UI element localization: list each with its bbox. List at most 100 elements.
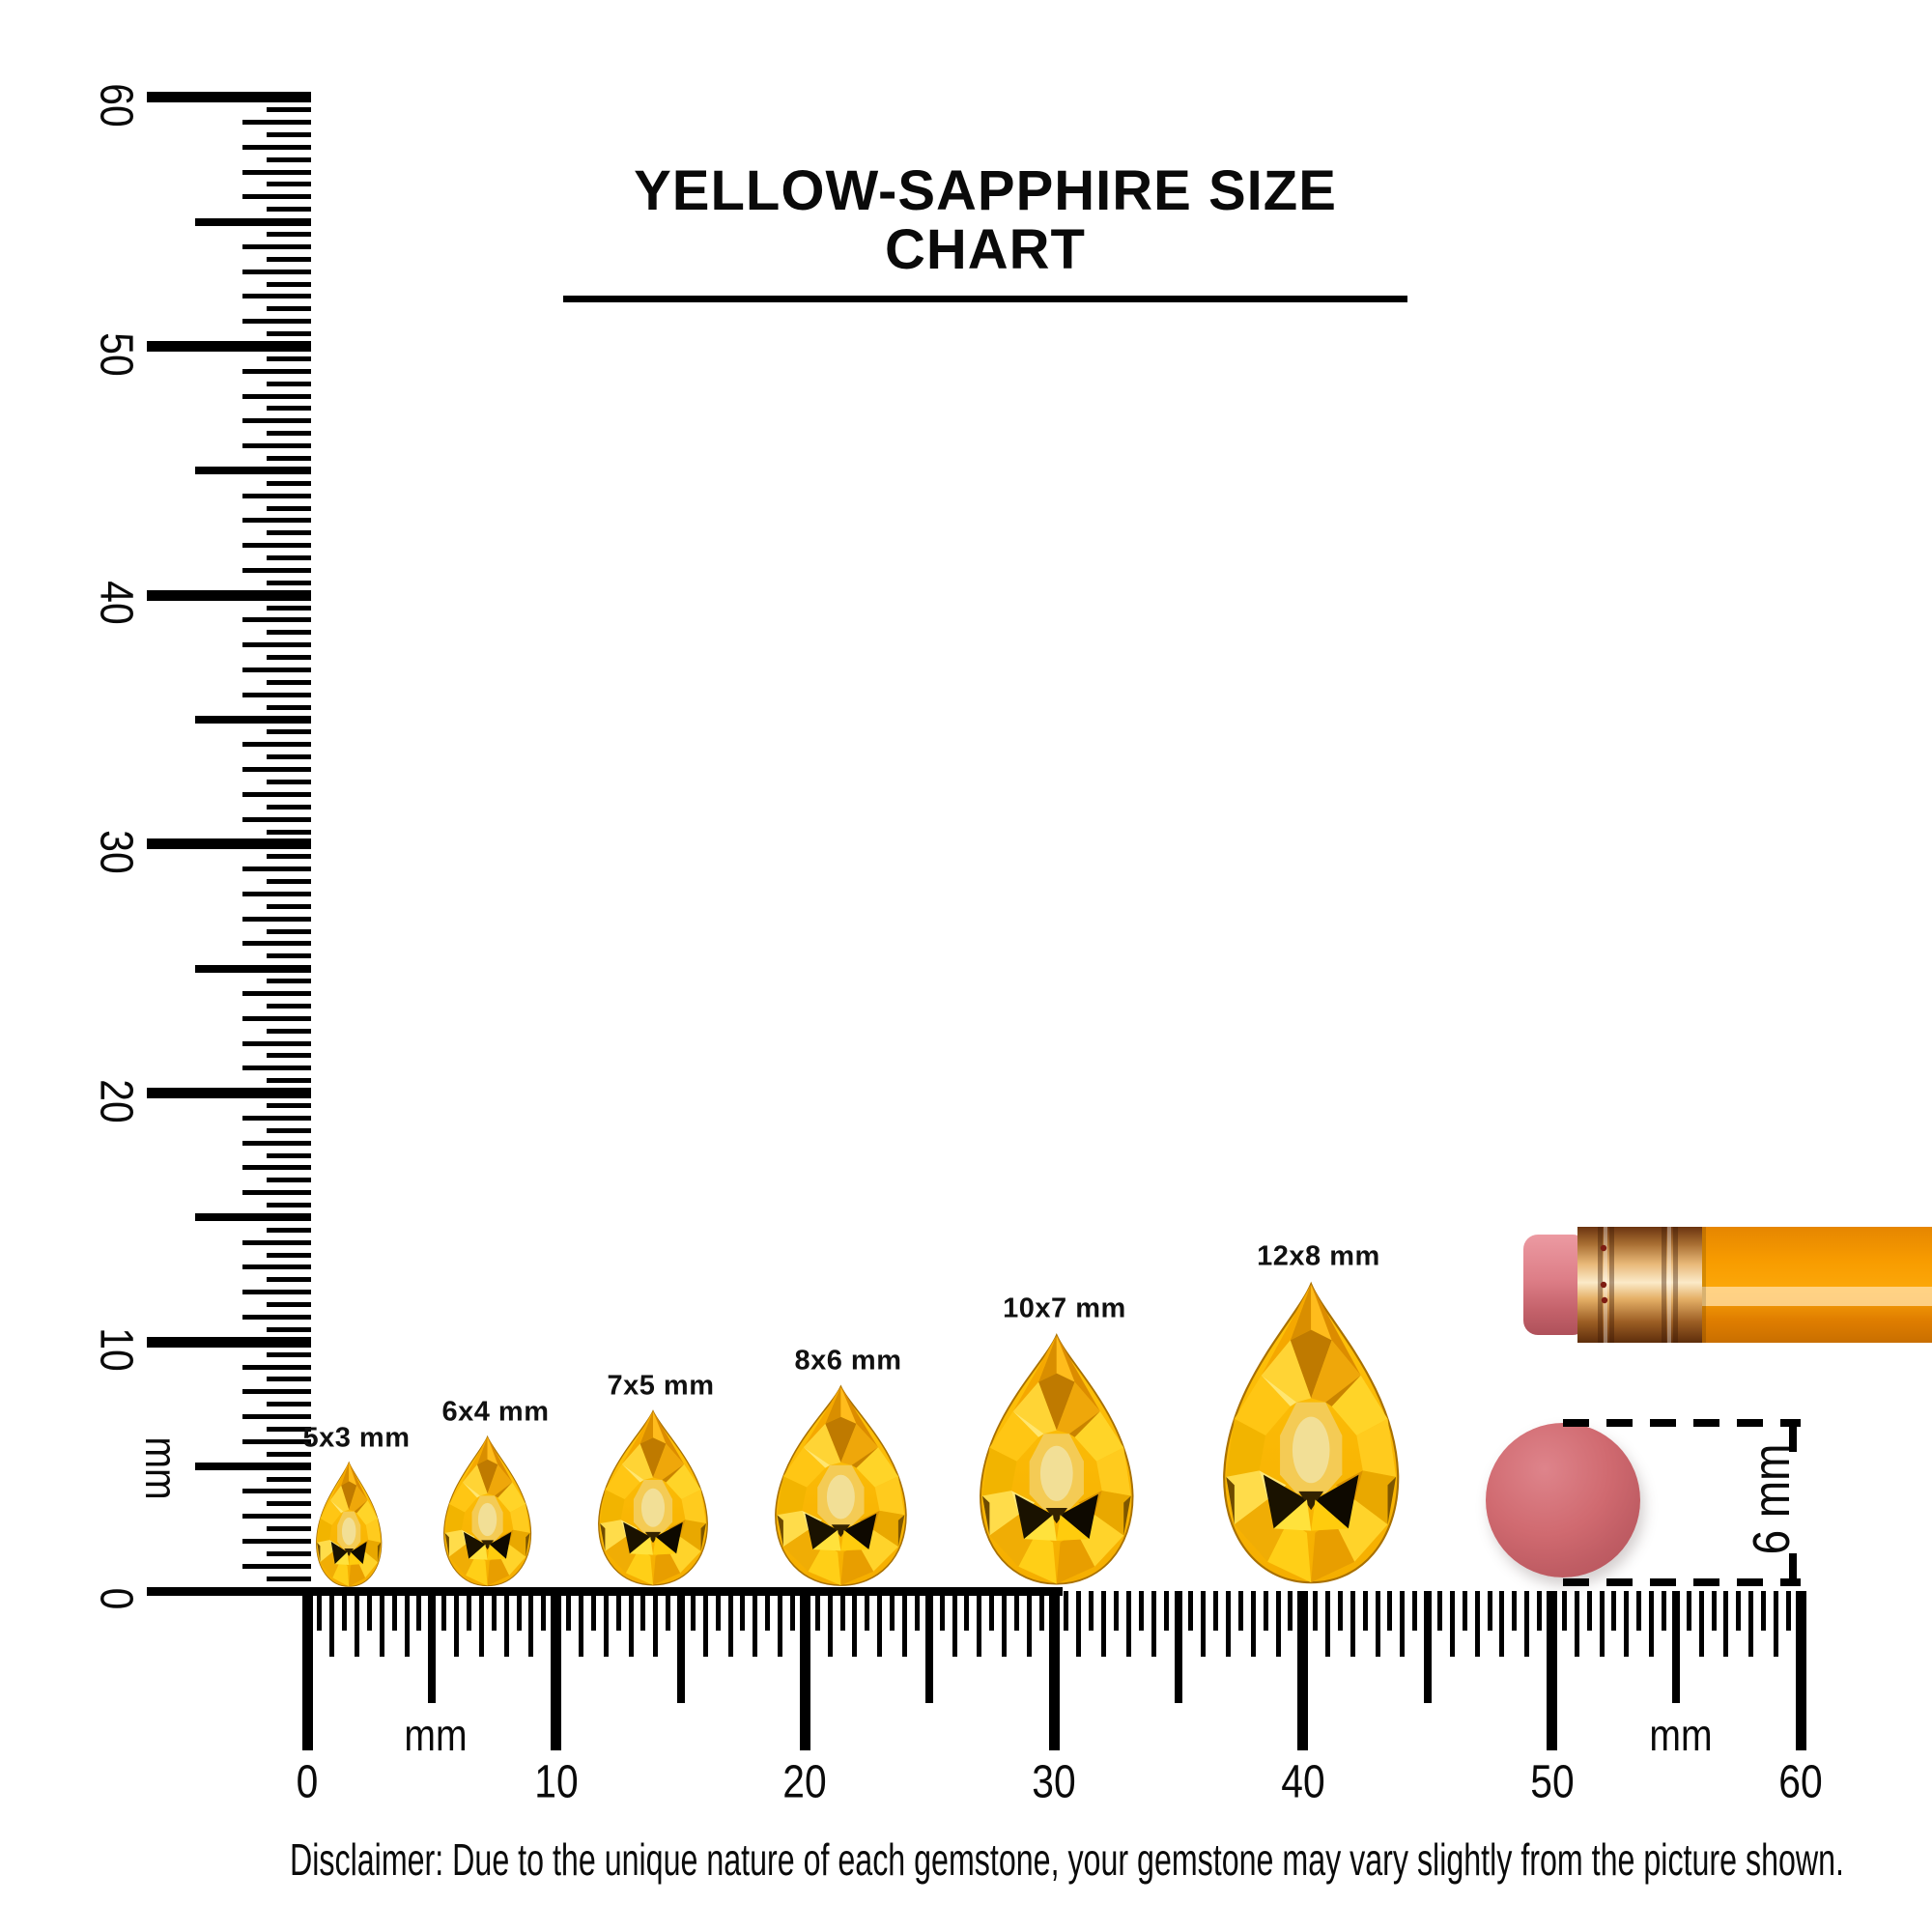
ruler-tick	[267, 1152, 311, 1158]
ruler-tick	[491, 1591, 497, 1631]
ruler-tick	[1188, 1591, 1194, 1631]
ruler-tick	[267, 1550, 311, 1556]
ruler-tick	[427, 1591, 436, 1703]
ruler-tick	[1412, 1591, 1418, 1631]
ruler-tick	[615, 1591, 621, 1631]
ruler-tick	[1761, 1591, 1767, 1631]
vertical-tick-label: 30	[90, 830, 142, 874]
ruler-tick	[267, 679, 311, 685]
ruler-tick	[267, 1326, 311, 1332]
ruler-tick	[355, 1591, 360, 1657]
gem-8x6mm	[774, 1385, 907, 1586]
ruler-tick	[640, 1591, 646, 1631]
ruler-tick	[267, 555, 311, 561]
disclaimer-text: Disclaimer: Due to the unique nature of …	[290, 1834, 1844, 1885]
ruler-tick	[1624, 1591, 1630, 1657]
ruler-tick	[242, 1140, 311, 1146]
ruler-tick	[1237, 1591, 1243, 1631]
ruler-tick	[242, 1563, 311, 1569]
ruler-tick	[1586, 1591, 1592, 1631]
vertical-tick-label: 40	[90, 581, 142, 625]
ruler-tick	[1462, 1591, 1467, 1631]
ruler-tick	[1423, 1591, 1432, 1703]
ruler-tick	[1723, 1591, 1729, 1657]
ruler-tick	[1263, 1591, 1268, 1631]
ruler-tick	[242, 1065, 311, 1071]
ruler-tick	[566, 1591, 572, 1631]
ruler-tick	[1487, 1591, 1492, 1631]
ruler-tick	[242, 120, 311, 126]
ruler-tick	[195, 1463, 311, 1471]
horizontal-tick-label: 50	[1529, 1756, 1575, 1808]
ruler-tick	[267, 1252, 311, 1258]
ruler-tick	[267, 729, 311, 735]
ruler-tick	[1013, 1591, 1019, 1631]
ruler-tick	[242, 169, 311, 175]
ruler-tick	[267, 704, 311, 710]
ruler-tick	[242, 1538, 311, 1544]
ruler-tick	[1089, 1591, 1094, 1631]
ruler-tick	[267, 779, 311, 784]
ruler-tick	[690, 1591, 696, 1631]
gem-12x8mm	[1222, 1283, 1400, 1584]
ruler-tick	[1313, 1591, 1319, 1631]
ruler-tick	[267, 1227, 311, 1233]
ruler-tick	[267, 406, 311, 412]
ruler-tick	[267, 1451, 311, 1457]
vertical-tick-label: 10	[90, 1327, 142, 1372]
ruler-tick	[790, 1591, 795, 1631]
ruler-tick	[267, 156, 311, 162]
ruler-tick	[267, 630, 311, 636]
ruler-tick	[1275, 1591, 1281, 1657]
ruler-tick	[1026, 1591, 1032, 1657]
gem-size-label: 5x3 mm	[302, 1422, 411, 1454]
ruler-tick	[964, 1591, 970, 1631]
ruler-tick	[1225, 1591, 1231, 1657]
ruler-tick	[267, 182, 311, 187]
ruler-tick	[267, 107, 311, 113]
ruler-tick	[267, 754, 311, 760]
ruler-tick	[267, 879, 311, 885]
ruler-tick	[267, 605, 311, 611]
ruler-tick	[1686, 1591, 1691, 1631]
gem-6x4mm	[443, 1435, 532, 1587]
ruler-tick	[242, 1438, 311, 1444]
ruler-tick	[814, 1591, 820, 1631]
ruler-tick	[242, 642, 311, 648]
ruler-tick	[1512, 1591, 1518, 1631]
ruler-tick	[914, 1591, 920, 1631]
ruler-tick	[1288, 1591, 1293, 1631]
ruler-tick	[1038, 1591, 1044, 1631]
eraser-dimension-label: 6 mm	[1743, 1443, 1801, 1555]
pencil	[1523, 1227, 1932, 1343]
ruler-tick	[242, 767, 311, 773]
ruler-tick	[147, 341, 311, 352]
ruler-tick	[195, 1213, 311, 1222]
ruler-tick	[242, 319, 311, 325]
ruler-tick	[1649, 1591, 1655, 1657]
ruler-tick	[242, 941, 311, 947]
ruler-tick	[503, 1591, 509, 1657]
ruler-tick	[1785, 1591, 1791, 1631]
ruler-tick	[147, 1088, 311, 1099]
ruler-tick	[195, 467, 311, 475]
ruler-tick	[1213, 1591, 1219, 1631]
ruler-tick	[267, 1377, 311, 1382]
ruler-tick	[267, 928, 311, 934]
gem-size-label: 6x4 mm	[441, 1396, 550, 1428]
ruler-tick	[301, 1591, 313, 1750]
ruler-tick	[242, 1015, 311, 1021]
dimension-dashed-line-top	[1563, 1419, 1801, 1427]
ruler-tick	[1449, 1591, 1455, 1657]
ruler-tick	[267, 1526, 311, 1532]
ruler-tick	[1174, 1591, 1182, 1703]
ruler-tick	[267, 1426, 311, 1432]
ruler-tick	[267, 1501, 311, 1507]
ruler-tick	[242, 1414, 311, 1420]
ruler-tick	[727, 1591, 733, 1657]
horizontal-ruler-unit-label-left: mm	[404, 1710, 468, 1760]
ruler-tick	[267, 1178, 311, 1183]
ruler-tick	[267, 1576, 311, 1581]
ruler-tick	[242, 1290, 311, 1295]
ruler-tick	[1002, 1591, 1008, 1657]
